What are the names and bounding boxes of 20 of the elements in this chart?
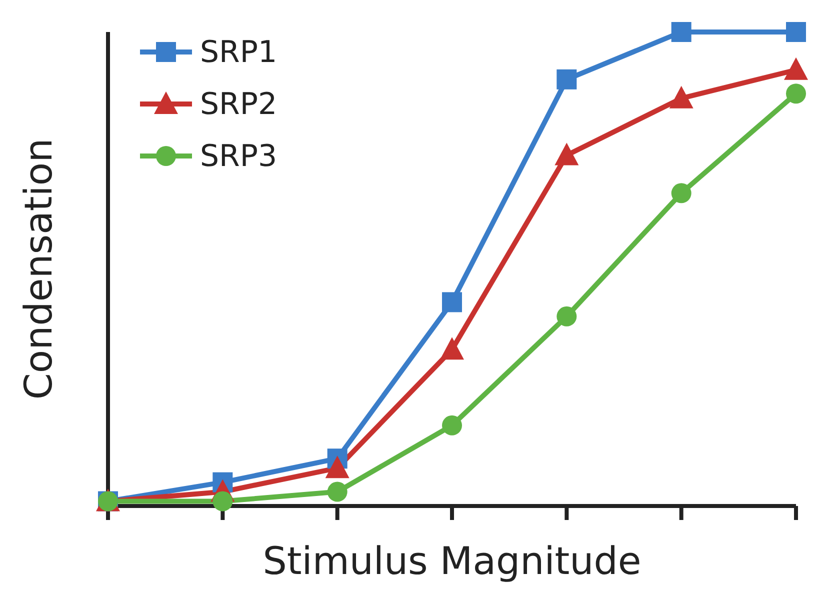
point: [556, 306, 577, 326]
point: [442, 292, 462, 312]
point: [669, 86, 694, 108]
point: [440, 337, 464, 360]
legend-label: SRP3: [200, 138, 278, 174]
point: [325, 456, 350, 478]
point: [786, 84, 806, 104]
point: [786, 22, 806, 42]
point: [554, 142, 579, 166]
point: [671, 183, 692, 204]
point: [327, 482, 348, 502]
legend-label: SRP1: [200, 34, 278, 70]
y-axis-title: Condensation: [16, 138, 60, 400]
point: [442, 415, 462, 436]
point: [556, 69, 577, 90]
legend-label: SRP2: [200, 86, 278, 122]
point: [671, 22, 692, 42]
x-axis-title: Stimulus Magnitude: [262, 539, 642, 583]
point: [212, 491, 233, 512]
point: [784, 57, 808, 80]
